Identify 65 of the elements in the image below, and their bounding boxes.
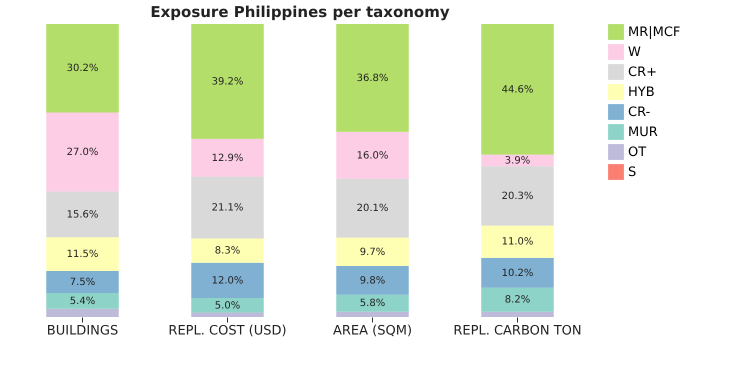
data-label: 39.2% — [212, 76, 244, 88]
data-label: 7.5% — [70, 276, 96, 288]
bar — [481, 258, 554, 288]
data-label: 21.1% — [212, 202, 244, 214]
x-tick-label: AREA (SQM) — [332, 324, 412, 338]
legend-label: CR+ — [628, 65, 658, 80]
data-label: 9.7% — [360, 246, 386, 258]
bar — [336, 132, 409, 179]
data-label: 3.9% — [504, 155, 530, 166]
x-tick-label: REPL. CARBON TON — [453, 324, 582, 338]
bar — [191, 312, 264, 317]
data-label: 9.8% — [360, 275, 386, 286]
bar — [336, 238, 409, 266]
data-label: 16.0% — [356, 150, 388, 162]
data-label: 5.4% — [70, 296, 96, 307]
bar — [46, 308, 119, 317]
data-label: 44.6% — [502, 84, 534, 96]
data-label: 20.1% — [356, 203, 388, 214]
bar — [46, 112, 119, 192]
chart-title: Exposure Philippines per taxonomy — [150, 3, 450, 21]
bar — [46, 237, 119, 271]
bar — [481, 226, 554, 258]
data-label: 10.2% — [502, 268, 534, 279]
legend-label: MUR — [628, 125, 658, 140]
bar — [191, 262, 264, 298]
data-label: 36.8% — [356, 72, 388, 84]
bar — [481, 154, 554, 166]
x-tick-label: REPL. COST (USD) — [168, 324, 287, 338]
legend-label: S — [628, 165, 636, 180]
bar — [191, 138, 264, 177]
bar — [191, 298, 264, 313]
data-label: 11.0% — [502, 236, 534, 248]
bar — [481, 24, 554, 155]
legend-label: CR- — [628, 105, 651, 120]
legend-label: MR|MCF — [628, 25, 680, 40]
bar — [191, 176, 264, 238]
data-label: 11.5% — [66, 249, 98, 260]
bar — [46, 24, 119, 112]
data-label: 30.2% — [66, 63, 98, 74]
data-label: 12.9% — [212, 152, 244, 164]
x-tick-label: BUILDINGS — [46, 324, 118, 338]
data-label: 8.3% — [214, 246, 240, 257]
bar — [481, 166, 554, 226]
bar — [336, 312, 409, 317]
bar — [481, 312, 554, 317]
data-label: 15.6% — [66, 209, 98, 220]
bar — [336, 178, 409, 238]
legend-label: OT — [628, 145, 646, 160]
data-label: 27.0% — [66, 147, 98, 158]
bar — [46, 192, 119, 238]
data-label: 5.8% — [360, 298, 386, 310]
bar — [336, 266, 409, 295]
legend-label: W — [628, 45, 641, 60]
data-label: 12.0% — [212, 275, 244, 286]
bar — [336, 24, 409, 132]
bar — [336, 294, 409, 312]
bar — [481, 288, 554, 312]
bar — [191, 24, 264, 139]
data-label: 8.2% — [504, 294, 530, 306]
bar — [191, 238, 264, 263]
bar — [46, 271, 119, 293]
bar — [46, 292, 119, 309]
data-label: 20.3% — [502, 190, 534, 202]
data-label: 5.0% — [214, 300, 240, 312]
legend-label: HYB — [628, 85, 655, 100]
